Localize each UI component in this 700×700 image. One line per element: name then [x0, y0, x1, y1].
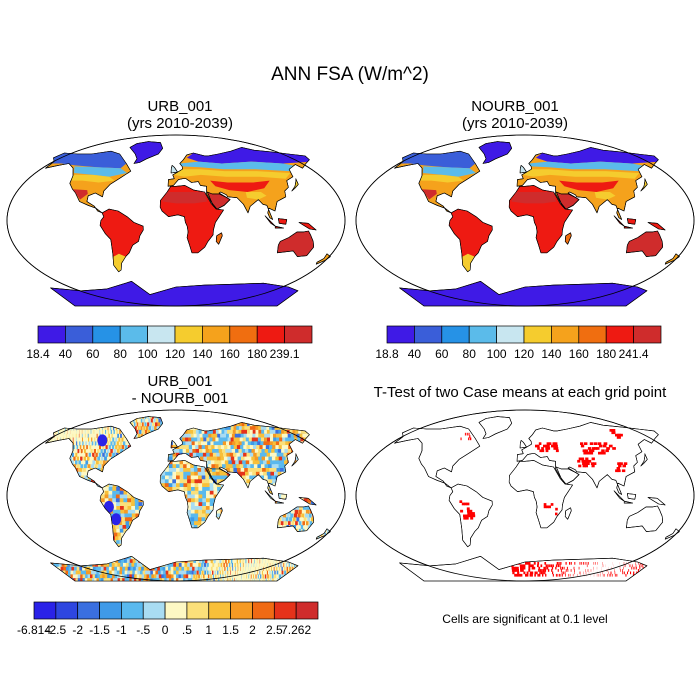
colorbar-tick-label: 140: [192, 347, 212, 361]
colorbar-tick-label: 160: [220, 347, 240, 361]
colorbar-swatch: [295, 601, 319, 620]
colorbar-swatch: [414, 325, 443, 344]
colorbar-tick-label: -1: [116, 623, 127, 637]
colorbar-swatch: [208, 601, 231, 620]
colorbar-tick-label: 180: [247, 347, 267, 361]
colorbar-swatch: [37, 325, 66, 344]
panel-1-title-line2: (yrs 2010-2039): [127, 115, 233, 132]
colorbar-swatch: [65, 325, 94, 344]
colorbar-tick-label: 1.5: [222, 623, 239, 637]
colorbar-tick-label: -6.814: [17, 623, 51, 637]
colorbar-swatch: [119, 325, 148, 344]
colorbar-swatch: [284, 325, 313, 344]
colorbar-swatch: [252, 601, 275, 620]
colorbar-tick-label: 180: [596, 347, 616, 361]
colorbar-swatch: [229, 325, 258, 344]
panel-2-title-line1: NOURB_001: [471, 98, 559, 115]
colorbar-swatch: [523, 325, 552, 344]
colorbar-difference: -6.814-2.5 -2 -1.5 -1 -.5 0 .5 1 1.5 2 2.57.262: [17, 601, 319, 637]
colorbar-swatch: [551, 325, 580, 344]
colorbar-swatch: [55, 601, 79, 620]
colorbar-tick-label: 80: [463, 347, 477, 361]
colorbar-swatch: [386, 325, 415, 344]
panel-1-title: URB_001 (yrs 2010-2039): [20, 98, 340, 132]
colorbar-tick-label: 239.1: [270, 347, 300, 361]
colorbar-tick-label: 100: [487, 347, 507, 361]
colorbar-tick-label: 1: [205, 623, 212, 637]
map-ttest: [355, 409, 695, 582]
colorbar-tick-label: 100: [138, 347, 158, 361]
colorbar-tick-label: 7.262: [281, 623, 311, 637]
significance-note: Cells are significant at 0.1 level: [442, 612, 608, 626]
colorbar-tick-label: -1.5: [89, 623, 110, 637]
panel-3-title: URB_001 - NOURB_001: [20, 373, 340, 407]
colorbar-tick-label: .5: [182, 623, 192, 637]
colorbar-tick-label: 40: [408, 347, 422, 361]
colorbar-swatch: [230, 601, 253, 620]
colorbar-tick-label: 2.5: [266, 623, 283, 637]
colorbar-swatch: [164, 601, 188, 620]
panel-2-title: NOURB_001 (yrs 2010-2039): [355, 98, 675, 132]
map-nourb: [355, 134, 695, 307]
colorbar-swatch: [496, 325, 525, 344]
panel-4-title: T-Test of two Case means at each grid po…: [373, 384, 667, 401]
colorbar-swatch: [77, 601, 100, 620]
colorbar-swatch: [578, 325, 607, 344]
colorbar-tick-label: -2: [72, 623, 83, 637]
colorbar-swatch: [633, 325, 662, 344]
colorbar-swatch: [441, 325, 470, 344]
colorbar-tick-label: -.5: [136, 623, 150, 637]
colorbar-tick-label: 18.4: [26, 347, 50, 361]
colorbar-swatch: [605, 325, 634, 344]
map-urb: [6, 134, 346, 307]
panel-2-title-line2: (yrs 2010-2039): [462, 115, 568, 132]
colorbar-tick-label: 2: [249, 623, 256, 637]
colorbar-swatch: [202, 325, 231, 344]
colorbar-swatch: [468, 325, 497, 344]
panel-3-title-line2: - NOURB_001: [131, 390, 229, 407]
colorbar-swatch: [174, 325, 203, 344]
colorbar-tick-label: 18.8: [375, 347, 399, 361]
colorbar-tick-label: 80: [114, 347, 128, 361]
colorbar-nourb: 18.8 40 60 80 100 120 140 160 180 241.4: [375, 325, 662, 361]
colorbar-swatch: [256, 325, 285, 344]
main-title: ANN FSA (W/m^2): [271, 64, 429, 85]
colorbar-swatch: [92, 325, 121, 344]
colorbar-swatch: [99, 601, 122, 620]
colorbar-tick-label: 160: [569, 347, 589, 361]
map-difference: [6, 409, 346, 582]
colorbar-swatch: [121, 601, 144, 620]
colorbar-swatch: [33, 601, 57, 620]
colorbar-tick-label: 241.4: [619, 347, 649, 361]
colorbar-urb: 18.4 40 60 80 100 120 140 160 180 239.1: [26, 325, 313, 361]
colorbar-tick-label: 60: [86, 347, 100, 361]
colorbar-tick-label: 60: [435, 347, 449, 361]
colorbar-swatch: [142, 601, 166, 620]
colorbar-tick-label: 140: [541, 347, 561, 361]
colorbar-tick-label: 40: [59, 347, 73, 361]
colorbar-swatch: [186, 601, 210, 620]
colorbar-tick-label: 120: [165, 347, 185, 361]
colorbar-tick-label: 120: [514, 347, 534, 361]
panel-3-title-line1: URB_001: [147, 373, 213, 390]
colorbar-swatch: [147, 325, 176, 344]
colorbar-tick-label: 0: [162, 623, 169, 637]
colorbar-swatch: [273, 601, 297, 620]
colorbar-tick-label: -2.5: [46, 623, 67, 637]
panel-1-title-line1: URB_001: [147, 98, 213, 115]
